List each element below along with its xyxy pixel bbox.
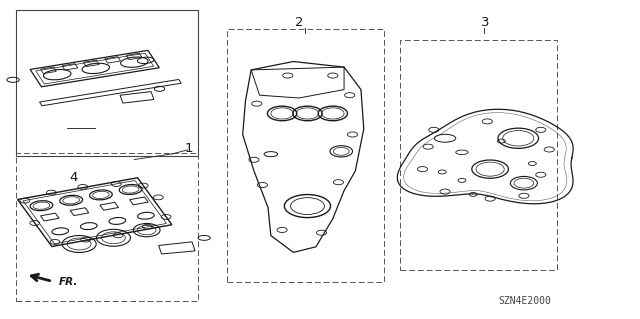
Text: 3: 3 [481, 17, 490, 29]
Text: 1: 1 [184, 142, 193, 155]
Bar [16, 153, 198, 301]
Text: 2: 2 [295, 17, 304, 29]
Bar [400, 40, 557, 270]
Text: FR.: FR. [59, 277, 78, 287]
Bar [227, 29, 384, 282]
Bar [16, 10, 198, 156]
Text: SZN4E2000: SZN4E2000 [499, 296, 551, 307]
Text: 4: 4 [69, 171, 78, 183]
